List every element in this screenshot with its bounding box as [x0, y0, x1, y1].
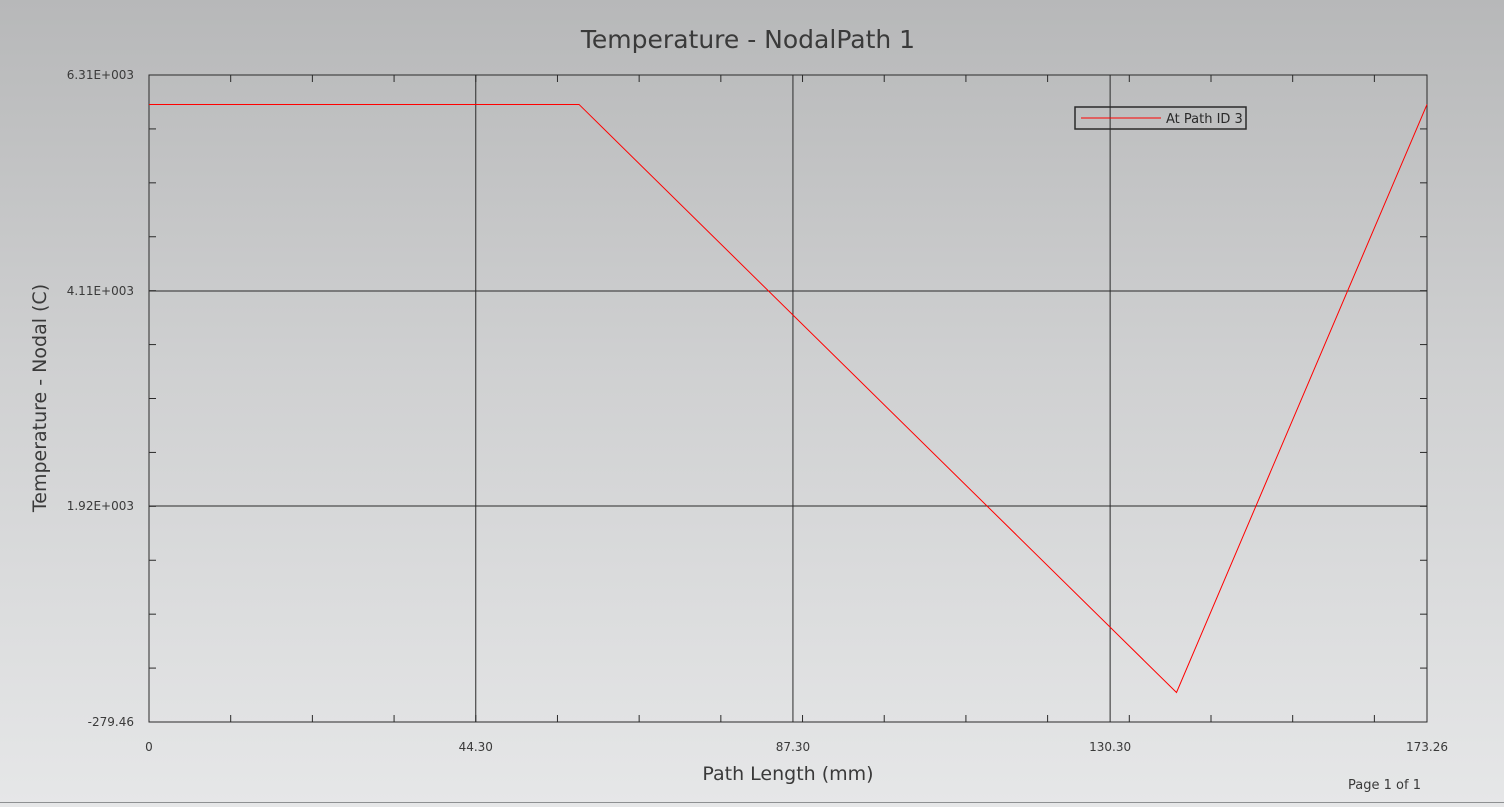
x-tick-label: 173.26 — [1406, 740, 1448, 754]
x-axis-label: Path Length (mm) — [702, 763, 873, 785]
legend: At Path ID 3 — [1074, 106, 1247, 130]
legend-label: At Path ID 3 — [1166, 112, 1243, 127]
series-layer — [149, 103, 1428, 694]
y-axis-label: Temperature - Nodal (C) — [29, 284, 51, 513]
y-tick-labels: -279.46 1.92E+003 4.11E+003 6.31E+003 — [67, 68, 134, 729]
plot-area-frame — [148, 74, 1428, 723]
grid-lines — [149, 75, 1427, 722]
page-indicator: Page 1 of 1 — [1348, 778, 1421, 793]
minor-ticks — [149, 75, 1427, 722]
chart-title: Temperature - NodalPath 1 — [580, 25, 915, 54]
y-tick-label: 1.92E+003 — [67, 499, 134, 513]
series-line — [149, 103, 1428, 694]
y-tick-label: -279.46 — [88, 715, 134, 729]
x-tick-label: 130.30 — [1089, 740, 1131, 754]
x-tick-label: 87.30 — [776, 740, 810, 754]
y-tick-label: 6.31E+003 — [67, 68, 134, 82]
x-tick-labels: 0 44.30 87.30 130.30 173.26 — [145, 740, 1448, 754]
x-tick-label: 0 — [145, 740, 153, 754]
x-tick-label: 44.30 — [459, 740, 493, 754]
legend-box — [1074, 106, 1247, 130]
bottom-divider — [0, 802, 1504, 803]
y-tick-label: 4.11E+003 — [67, 284, 134, 298]
